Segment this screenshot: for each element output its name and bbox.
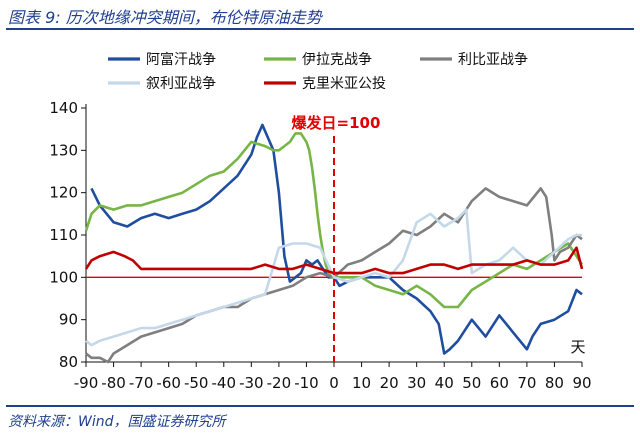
x-tick-label: 0 — [329, 374, 339, 392]
x-tick-label: 60 — [490, 374, 509, 392]
y-tick-label: 80 — [59, 353, 78, 371]
event-line-label: 爆发日=100 — [292, 114, 381, 132]
source-note: 资料来源：Wind，国盛证券研究所 — [8, 414, 226, 430]
series-line-2 — [84, 132, 584, 309]
y-tick-label: 120 — [49, 184, 78, 202]
x-tick-label: -40 — [212, 374, 237, 392]
x-tick-label: -20 — [267, 374, 292, 392]
legend-label: 利比亚战争 — [458, 52, 528, 68]
source-rule — [6, 405, 634, 407]
x-tick-label: -90 — [74, 374, 99, 392]
x-tick-label: 10 — [352, 374, 371, 392]
title-rule — [6, 28, 634, 30]
figure-title: 图表 9: 历次地缘冲突期间，布伦特原油走势 — [8, 8, 322, 27]
legend-label: 叙利亚战争 — [146, 75, 216, 92]
legend-label: 阿富汗战争 — [146, 51, 216, 68]
x-tick-label: -50 — [184, 374, 209, 392]
x-tick-label: 50 — [462, 374, 481, 392]
x-unit-label: 天 — [570, 338, 585, 356]
x-tick-label: -30 — [239, 374, 264, 392]
x-tick-label: -60 — [156, 374, 181, 392]
y-tick-label: 100 — [49, 268, 78, 286]
plot-area: 爆发日=100 — [84, 114, 584, 364]
y-tick-label: 130 — [49, 141, 78, 159]
legend-label: 伊拉克战争 — [302, 52, 372, 68]
legend-label: 克里米亚公投 — [302, 76, 386, 92]
series-line-3 — [85, 187, 583, 364]
y-tick-label: 90 — [59, 311, 78, 329]
x-tick-label: -80 — [101, 374, 126, 392]
x-tick-label: 70 — [517, 374, 536, 392]
x-tick-label: 40 — [435, 374, 454, 392]
x-tick-label: 90 — [572, 374, 591, 392]
x-tick-label: 20 — [380, 374, 399, 392]
series-line-1 — [90, 123, 583, 355]
x-tick-label: 30 — [407, 374, 426, 392]
y-tick-label: 140 — [49, 99, 78, 117]
y-tick-label: 110 — [49, 226, 78, 244]
x-tick-label: 80 — [545, 374, 564, 392]
x-tick-label: -10 — [294, 374, 319, 392]
series-line-4 — [85, 208, 582, 347]
x-tick-label: -70 — [129, 374, 154, 392]
